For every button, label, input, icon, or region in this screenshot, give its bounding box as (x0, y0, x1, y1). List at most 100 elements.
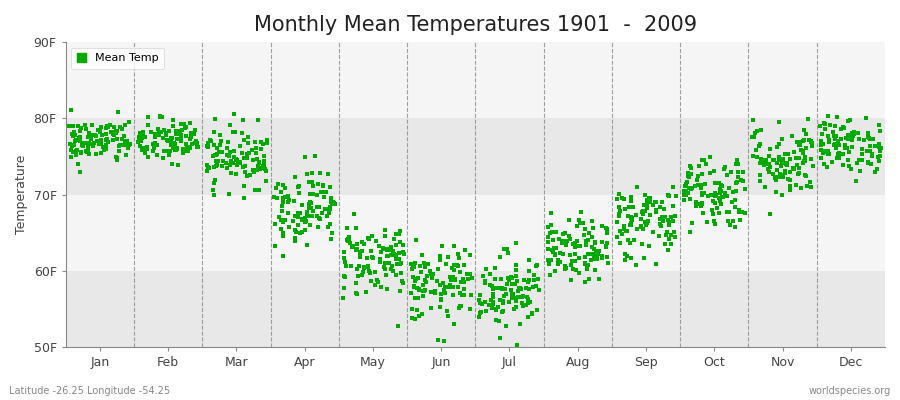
Point (336, 295, 350, 301)
Point (624, 240, 638, 246)
Point (155, 113, 169, 120)
Point (816, 161, 831, 168)
Point (601, 260, 616, 266)
Point (348, 280, 363, 286)
Point (316, 183, 330, 190)
Point (348, 290, 363, 296)
Point (649, 207, 663, 213)
Point (72, 138, 86, 144)
Point (69, 147, 84, 153)
Point (230, 162, 245, 168)
Point (325, 201, 339, 207)
Point (312, 215, 327, 221)
Point (283, 196, 297, 203)
Point (101, 124, 115, 130)
Point (191, 144, 205, 150)
Point (865, 151, 879, 158)
Point (791, 171, 806, 178)
Point (219, 160, 233, 166)
Point (310, 204, 325, 210)
Point (200, 143, 214, 149)
Point (107, 124, 122, 130)
Point (239, 155, 254, 162)
Point (712, 194, 726, 201)
Point (694, 185, 708, 191)
Point (153, 128, 167, 135)
Point (572, 217, 587, 224)
Point (657, 214, 671, 220)
Point (861, 148, 876, 154)
Point (109, 136, 123, 142)
Point (173, 135, 187, 142)
Point (595, 239, 609, 245)
Point (525, 310, 539, 316)
Point (840, 145, 854, 152)
Point (457, 286, 472, 292)
Point (531, 276, 545, 282)
Point (121, 141, 135, 147)
Point (612, 228, 626, 234)
Point (298, 227, 312, 234)
Point (782, 183, 796, 190)
Point (133, 138, 148, 144)
Point (287, 198, 302, 204)
Point (203, 136, 218, 143)
Point (422, 268, 436, 274)
Point (389, 242, 403, 248)
Point (175, 127, 189, 133)
Point (491, 285, 505, 291)
Point (478, 280, 492, 286)
Point (220, 145, 234, 152)
Point (151, 126, 166, 132)
Point (312, 169, 327, 176)
Point (551, 261, 565, 267)
Point (393, 287, 408, 294)
Point (640, 220, 654, 226)
Point (101, 138, 115, 145)
Point (748, 129, 762, 136)
Point (408, 278, 422, 285)
Point (483, 297, 498, 303)
Point (518, 301, 533, 308)
Point (855, 146, 869, 152)
Point (110, 128, 124, 134)
Point (772, 140, 787, 147)
Point (708, 200, 723, 206)
Point (706, 206, 720, 213)
Point (494, 286, 508, 292)
Point (174, 132, 188, 138)
Point (541, 224, 555, 230)
Point (643, 199, 657, 206)
Point (80, 149, 94, 155)
Point (706, 198, 720, 205)
Point (300, 171, 314, 178)
Point (547, 250, 562, 257)
Point (817, 148, 832, 155)
Point (435, 243, 449, 250)
Point (546, 237, 561, 244)
Point (814, 155, 828, 161)
Point (337, 254, 351, 261)
Point (849, 178, 863, 184)
Point (874, 144, 888, 151)
Point (487, 276, 501, 282)
Point (642, 243, 656, 250)
Point (479, 308, 493, 314)
Point (504, 287, 518, 293)
Point (251, 117, 266, 124)
Point (842, 136, 856, 142)
Point (241, 134, 256, 140)
Point (320, 213, 335, 220)
Point (73, 168, 87, 175)
Point (862, 143, 877, 149)
Point (292, 184, 306, 190)
Point (797, 158, 812, 165)
Point (246, 166, 260, 173)
Point (66, 132, 80, 139)
Point (680, 190, 695, 196)
Point (865, 153, 879, 159)
Point (292, 222, 306, 228)
Point (683, 163, 698, 169)
Point (745, 134, 760, 140)
Point (861, 130, 876, 136)
